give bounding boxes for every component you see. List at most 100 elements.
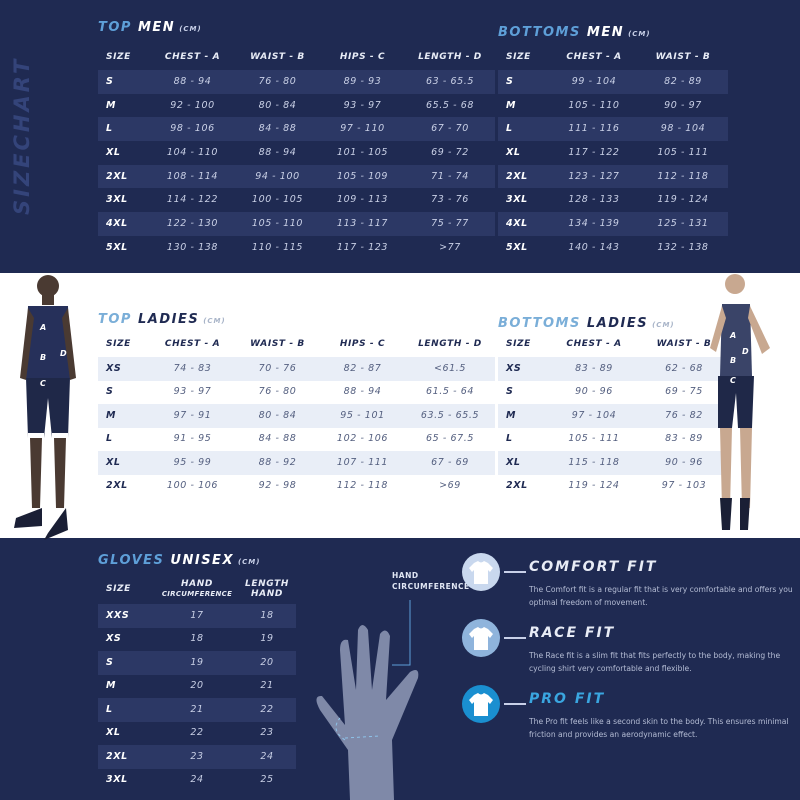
table-row: 5XL 140 - 143 132 - 138	[498, 236, 728, 260]
table-row: M 20 21	[98, 675, 296, 699]
size-table: SIZE CHEST - A WAIST - B S 99 - 104 82 - 89 M 1…	[498, 44, 728, 260]
value-cell: 90 - 96	[665, 456, 703, 468]
size-cell: XXS	[106, 609, 130, 621]
size-table: SIZE HAND CIRCUMFERENCE LENGTH HAND XXS 17 18 XS…	[98, 574, 296, 792]
table-row: S 90 - 96 69 - 75	[498, 381, 730, 405]
table-row: 2XL 108 - 114 94 - 100 105 - 109 71 - 74	[98, 164, 495, 189]
value-cell: 97 - 103	[661, 480, 707, 492]
size-cell: XL	[106, 456, 121, 468]
column-header: LENGTH - D	[418, 52, 482, 62]
table-header: SIZE HAND CIRCUMFERENCE LENGTH HAND	[98, 574, 296, 604]
value-cell: 98 - 104	[660, 123, 706, 135]
svg-text:A: A	[39, 323, 46, 332]
value-cell: 20	[260, 656, 274, 668]
value-cell: 95 - 101	[340, 409, 385, 421]
column-header: SIZE	[106, 584, 131, 594]
value-cell: 112 - 118	[336, 480, 389, 492]
value-cell: 108 - 114	[166, 170, 219, 182]
size-cell: XS	[106, 633, 122, 645]
size-cell: XL	[506, 146, 521, 158]
value-cell: 92 - 98	[258, 480, 297, 492]
table-row: XS 74 - 83 70 - 76 82 - 87 <61.5	[98, 357, 495, 381]
value-cell: 18	[190, 633, 204, 645]
value-cell: 93 - 97	[173, 386, 212, 398]
size-cell: XS	[106, 362, 122, 374]
value-cell: 91 - 95	[173, 433, 212, 445]
column-header: HIPS - C	[339, 339, 386, 349]
table-row: S 88 - 94 76 - 80 89 - 93 63 - 65.5	[98, 70, 495, 94]
value-cell: 88 - 94	[258, 146, 297, 158]
value-cell: 83 - 89	[665, 433, 703, 445]
column-header: HAND CIRCUMFERENCE	[161, 579, 233, 598]
value-cell: 22	[260, 703, 274, 715]
shirt-icon	[462, 685, 500, 723]
value-cell: 90 - 96	[575, 386, 613, 398]
table-row: XL 117 - 122 105 - 111	[498, 141, 728, 165]
size-cell: XS	[506, 362, 522, 374]
value-cell: 101 - 105	[336, 146, 389, 158]
table-row: L 98 - 106 84 - 88 97 - 110 67 - 70	[98, 117, 495, 142]
table-row: 2XL 123 - 127 112 - 118	[498, 164, 728, 189]
table-title: TOP LADIES (CM)	[98, 312, 226, 327]
value-cell: 63.5 - 65.5	[420, 409, 480, 421]
column-header: CHEST - A	[164, 52, 221, 62]
size-cell: S	[506, 386, 514, 398]
size-cell: S	[106, 386, 114, 398]
value-cell: 134 - 139	[568, 217, 620, 229]
value-cell: 24	[260, 750, 274, 762]
value-cell: 105 - 110	[568, 99, 620, 111]
table-row: 3XL 24 25	[98, 769, 296, 793]
value-cell: 107 - 111	[336, 456, 389, 468]
value-cell: 132 - 138	[657, 241, 709, 253]
value-cell: 109 - 113	[336, 194, 389, 206]
table-row: S 93 - 97 76 - 80 88 - 94 61.5 - 64	[98, 381, 495, 405]
size-cell: 4XL	[506, 217, 528, 229]
value-cell: 22	[190, 727, 204, 739]
table-row: XS 18 19	[98, 628, 296, 652]
value-cell: 122 - 130	[166, 217, 219, 229]
value-cell: 88 - 94	[343, 386, 382, 398]
female-model-figure: A B C D	[710, 274, 770, 530]
value-cell: 95 - 99	[173, 456, 212, 468]
value-cell: 19	[190, 656, 204, 668]
size-cell: M	[506, 99, 517, 111]
table-row: XS 83 - 89 62 - 68	[498, 357, 730, 381]
size-cell: 4XL	[106, 217, 128, 229]
value-cell: 111 - 116	[568, 123, 620, 135]
value-cell: 94 - 100	[255, 170, 300, 182]
table-row: S 99 - 104 82 - 89	[498, 70, 728, 94]
size-cell: S	[106, 656, 114, 668]
value-cell: 125 - 131	[657, 217, 709, 229]
value-cell: 128 - 133	[568, 194, 620, 206]
value-cell: 25	[260, 774, 274, 786]
table-row: 4XL 134 - 139 125 - 131	[498, 212, 728, 236]
male-model-figure: A B C D	[14, 275, 76, 540]
value-cell: 69 - 75	[665, 386, 703, 398]
value-cell: 74 - 83	[173, 362, 212, 374]
size-cell: 2XL	[506, 480, 528, 492]
value-cell: 113 - 117	[336, 217, 389, 229]
size-cell: XL	[106, 146, 121, 158]
value-cell: 82 - 87	[343, 362, 382, 374]
value-cell: 71 - 74	[431, 170, 469, 182]
value-cell: 23	[190, 750, 204, 762]
value-cell: 61.5 - 64	[425, 386, 475, 398]
size-cell: S	[506, 75, 514, 87]
value-cell: 90 - 97	[664, 99, 702, 111]
value-cell: 24	[190, 774, 204, 786]
value-cell: 75 - 77	[431, 217, 469, 229]
table-row: 4XL 122 - 130 105 - 110 113 - 117 75 - 77	[98, 212, 495, 236]
value-cell: 140 - 143	[568, 241, 620, 253]
value-cell: 119 - 124	[657, 194, 709, 206]
value-cell: 21	[260, 680, 274, 692]
value-cell: 105 - 111	[568, 433, 620, 445]
value-cell: 67 - 70	[431, 123, 469, 135]
value-cell: 119 - 124	[568, 480, 620, 492]
table-header: SIZE CHEST - A WAIST - B HIPS - C LENGTH - D	[98, 44, 495, 70]
divider	[504, 571, 526, 573]
size-cell: 3XL	[106, 194, 128, 206]
size-cell: 2XL	[506, 170, 528, 182]
table-row: 2XL 119 - 124 97 - 103	[498, 475, 730, 499]
value-cell: 76 - 82	[665, 409, 703, 421]
value-cell: 84 - 88	[258, 123, 297, 135]
